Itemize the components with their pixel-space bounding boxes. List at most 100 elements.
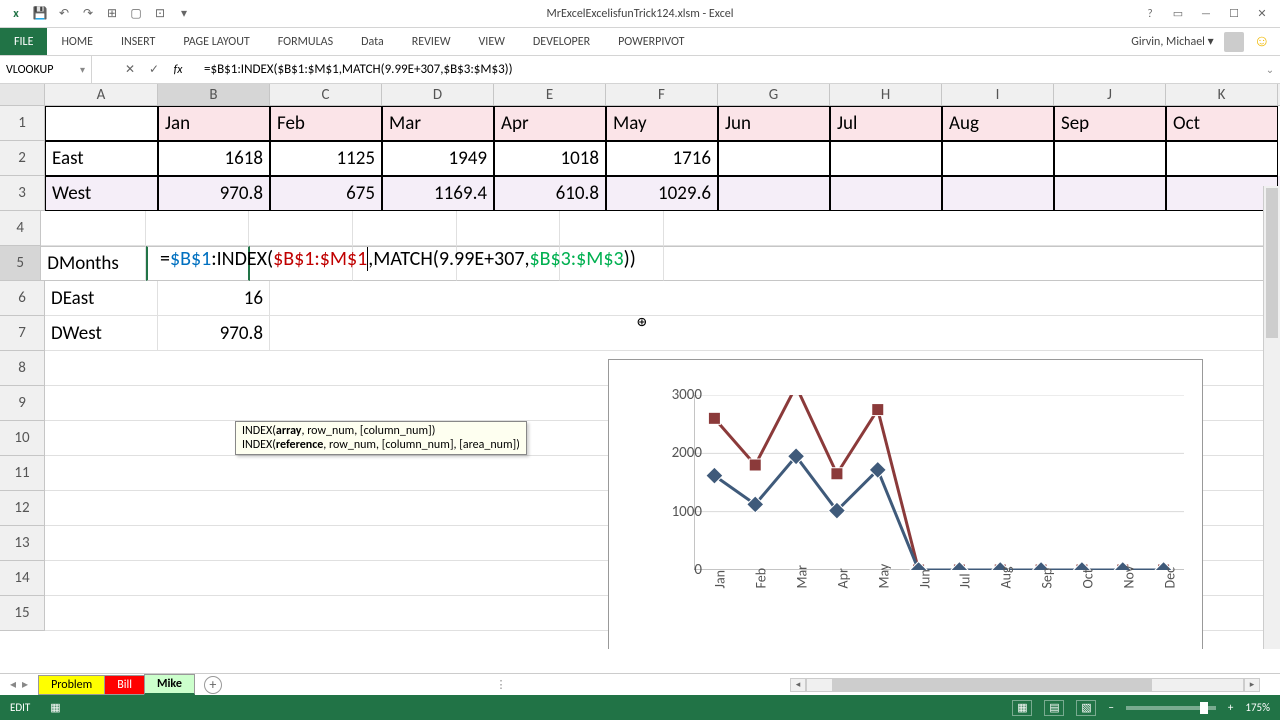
- cell-b3[interactable]: 970.8: [158, 176, 270, 211]
- cell-h2[interactable]: [830, 141, 942, 176]
- tab-nav-prev-icon[interactable]: ◂: [10, 677, 16, 692]
- cell-d1[interactable]: Mar: [382, 106, 494, 141]
- zoom-level[interactable]: 175%: [1245, 701, 1270, 714]
- cancel-icon[interactable]: ✕: [122, 62, 138, 78]
- new-sheet-button[interactable]: +: [204, 676, 222, 694]
- row-header-1[interactable]: 1: [0, 106, 45, 141]
- horizontal-scrollbar[interactable]: ◂ ▸: [790, 678, 1260, 692]
- tab-page-layout[interactable]: PAGE LAYOUT: [169, 29, 263, 55]
- qat-icon2[interactable]: ▢: [128, 6, 144, 22]
- col-header-f[interactable]: F: [606, 84, 718, 105]
- col-header-a[interactable]: A: [45, 84, 158, 105]
- view-page-break-icon[interactable]: ▧: [1076, 700, 1096, 716]
- row-header-6[interactable]: 6: [0, 281, 45, 316]
- fx-icon[interactable]: fx: [170, 62, 186, 78]
- row-header-12[interactable]: 12: [0, 491, 45, 526]
- qat-dropdown-icon[interactable]: ▾: [176, 6, 192, 22]
- user-avatar-icon[interactable]: [1224, 32, 1244, 52]
- cells-g4-k4[interactable]: [664, 211, 1280, 246]
- cell-g2[interactable]: [718, 141, 830, 176]
- tab-split-icon[interactable]: ⋮: [495, 678, 506, 691]
- zoom-in-icon[interactable]: +: [1228, 701, 1233, 714]
- tab-formulas[interactable]: FORMULAS: [264, 29, 347, 55]
- row-header-10[interactable]: 10: [0, 421, 45, 456]
- cell-i2[interactable]: [942, 141, 1054, 176]
- zoom-out-icon[interactable]: −: [1108, 701, 1113, 714]
- redo-icon[interactable]: ↷: [80, 6, 96, 22]
- vertical-scrollbar[interactable]: [1263, 186, 1280, 649]
- cell-k1[interactable]: Oct: [1166, 106, 1278, 141]
- row-header-15[interactable]: 15: [0, 596, 45, 631]
- cell-e3[interactable]: 610.8: [494, 176, 606, 211]
- cells-c6-k6[interactable]: [270, 281, 1278, 316]
- cell-k2[interactable]: [1166, 141, 1278, 176]
- help-icon[interactable]: ?: [1138, 4, 1162, 24]
- cell-d2[interactable]: 1949: [382, 141, 494, 176]
- cell-k3[interactable]: [1166, 176, 1278, 211]
- cell-i3[interactable]: [942, 176, 1054, 211]
- cell-b1[interactable]: Jan: [158, 106, 270, 141]
- formula-input[interactable]: =$B$1:INDEX($B$1:$M$1,MATCH(9.99E+307,$B…: [196, 62, 1260, 77]
- user-name[interactable]: Girvin, Michael ▾: [1131, 34, 1213, 49]
- qat-icon1[interactable]: ⊞: [104, 6, 120, 22]
- row-header-3[interactable]: 3: [0, 176, 45, 211]
- col-header-k[interactable]: K: [1166, 84, 1278, 105]
- cell-j3[interactable]: [1054, 176, 1166, 211]
- qat-icon3[interactable]: ⊡: [152, 6, 168, 22]
- cell-i1[interactable]: Aug: [942, 106, 1054, 141]
- cell-h1[interactable]: Jul: [830, 106, 942, 141]
- cell-e2[interactable]: 1018: [494, 141, 606, 176]
- sheet-tab-bill[interactable]: Bill: [104, 675, 145, 695]
- name-box[interactable]: VLOOKUP ▾: [0, 56, 92, 83]
- minimize-icon[interactable]: —: [1194, 4, 1218, 24]
- hscroll-left-icon[interactable]: ◂: [790, 678, 806, 692]
- col-header-e[interactable]: E: [494, 84, 606, 105]
- ribbon-options-icon[interactable]: ▭: [1166, 4, 1190, 24]
- enter-icon[interactable]: ✓: [146, 62, 162, 78]
- vscroll-thumb[interactable]: [1266, 188, 1278, 338]
- close-icon[interactable]: ✕: [1250, 4, 1274, 24]
- feedback-icon[interactable]: ☺: [1254, 32, 1270, 51]
- cell-a5[interactable]: DMonths: [41, 246, 146, 281]
- name-box-dropdown-icon[interactable]: ▾: [80, 63, 85, 76]
- zoom-slider[interactable]: [1126, 706, 1216, 710]
- tab-view[interactable]: VIEW: [465, 29, 519, 55]
- cell-a3[interactable]: West: [45, 176, 158, 211]
- tab-review[interactable]: REVIEW: [398, 29, 465, 55]
- cell-c4[interactable]: [249, 211, 353, 246]
- undo-icon[interactable]: ↶: [56, 6, 72, 22]
- row-header-9[interactable]: 9: [0, 386, 45, 421]
- sheet-tab-problem[interactable]: Problem: [38, 675, 105, 695]
- col-header-j[interactable]: J: [1054, 84, 1166, 105]
- col-header-i[interactable]: I: [942, 84, 1054, 105]
- tab-home[interactable]: HOME: [47, 29, 107, 55]
- cell-b7[interactable]: 970.8: [158, 316, 270, 351]
- col-header-b[interactable]: B: [158, 84, 270, 105]
- cell-b4[interactable]: [146, 211, 250, 246]
- cell-a2[interactable]: East: [45, 141, 158, 176]
- col-header-c[interactable]: C: [270, 84, 382, 105]
- expand-formula-icon[interactable]: ⌄: [1260, 63, 1280, 76]
- cell-g3[interactable]: [718, 176, 830, 211]
- col-header-g[interactable]: G: [718, 84, 830, 105]
- cell-c2[interactable]: 1125: [270, 141, 382, 176]
- cell-a7[interactable]: DWest: [45, 316, 158, 351]
- select-all-button[interactable]: [0, 84, 45, 105]
- zoom-thumb[interactable]: [1200, 702, 1208, 714]
- hscroll-thumb[interactable]: [832, 679, 1152, 691]
- macro-icon[interactable]: ▦: [50, 701, 60, 714]
- file-tab[interactable]: FILE: [0, 28, 47, 55]
- cell-g1[interactable]: Jun: [718, 106, 830, 141]
- row-header-14[interactable]: 14: [0, 561, 45, 596]
- cell-h3[interactable]: [830, 176, 942, 211]
- row-header-11[interactable]: 11: [0, 456, 45, 491]
- cell-a6[interactable]: DEast: [45, 281, 158, 316]
- row-header-4[interactable]: 4: [0, 211, 41, 246]
- row-header-7[interactable]: 7: [0, 316, 45, 351]
- row-header-5[interactable]: 5: [0, 246, 41, 281]
- save-icon[interactable]: 💾: [32, 6, 48, 22]
- row-header-13[interactable]: 13: [0, 526, 45, 561]
- view-normal-icon[interactable]: ▦: [1012, 700, 1032, 716]
- cell-d4[interactable]: [353, 211, 457, 246]
- tab-developer[interactable]: DEVELOPER: [519, 29, 604, 55]
